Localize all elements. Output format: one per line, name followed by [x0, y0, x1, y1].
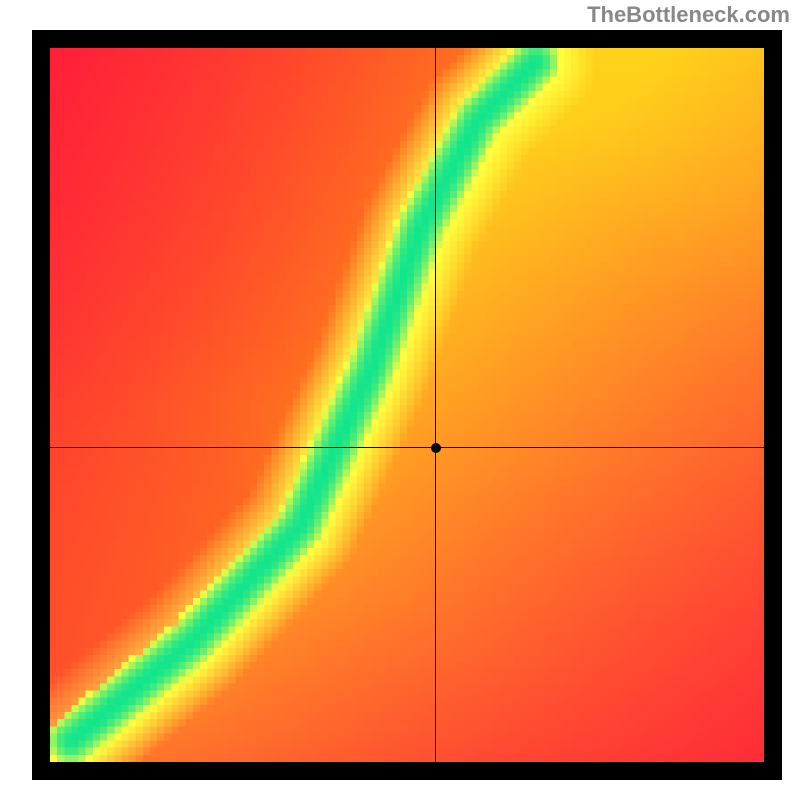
crosshair-horizontal	[50, 447, 764, 448]
plot-border-right	[764, 30, 782, 780]
crosshair-dot	[431, 443, 441, 453]
figure-container: TheBottleneck.com	[0, 0, 800, 800]
plot-border-left	[32, 30, 50, 780]
plot-border-bottom	[32, 762, 782, 780]
heatmap-canvas	[50, 48, 764, 762]
attribution-text: TheBottleneck.com	[587, 2, 790, 28]
crosshair-vertical	[435, 48, 436, 762]
plot-border-top	[32, 30, 782, 48]
